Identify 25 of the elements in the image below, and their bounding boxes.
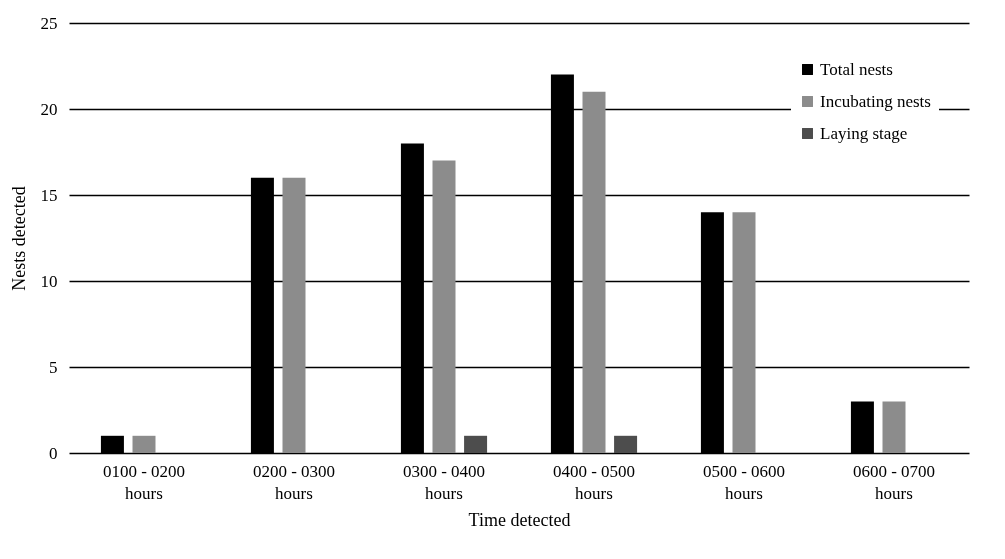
- legend-label: Laying stage: [820, 123, 908, 143]
- bar: [464, 435, 488, 453]
- x-tick-label: 0200 - 0300 hours: [252, 461, 336, 503]
- x-tick-label: 0100 - 0200 hours: [102, 461, 186, 503]
- y-tick-label: 15: [40, 185, 58, 205]
- y-tick-label: 5: [49, 357, 58, 377]
- x-tick-label: 0300 - 0400 hours: [402, 461, 486, 503]
- x-tick-label: 0600 - 0700 hours: [852, 461, 936, 503]
- bar: [882, 401, 906, 453]
- y-tick-label: 25: [40, 13, 58, 33]
- x-axis-title: Time detected: [468, 509, 571, 530]
- y-tick-label: 10: [40, 271, 58, 291]
- bar: [614, 435, 638, 453]
- legend-label: Total nests: [820, 59, 893, 79]
- bar: [282, 177, 306, 453]
- y-tick-label: 0: [49, 443, 58, 463]
- x-tick-label: 0500 - 0600 hours: [702, 461, 786, 503]
- bar: [732, 212, 756, 453]
- legend-label: Incubating nests: [820, 91, 931, 111]
- bar: [132, 435, 156, 453]
- y-axis-title: Nests detected: [8, 186, 29, 291]
- bar: [432, 160, 456, 453]
- x-tick-label: 0400 - 0500 hours: [552, 461, 636, 503]
- bar: [582, 91, 606, 453]
- y-tick-label: 20: [40, 99, 58, 119]
